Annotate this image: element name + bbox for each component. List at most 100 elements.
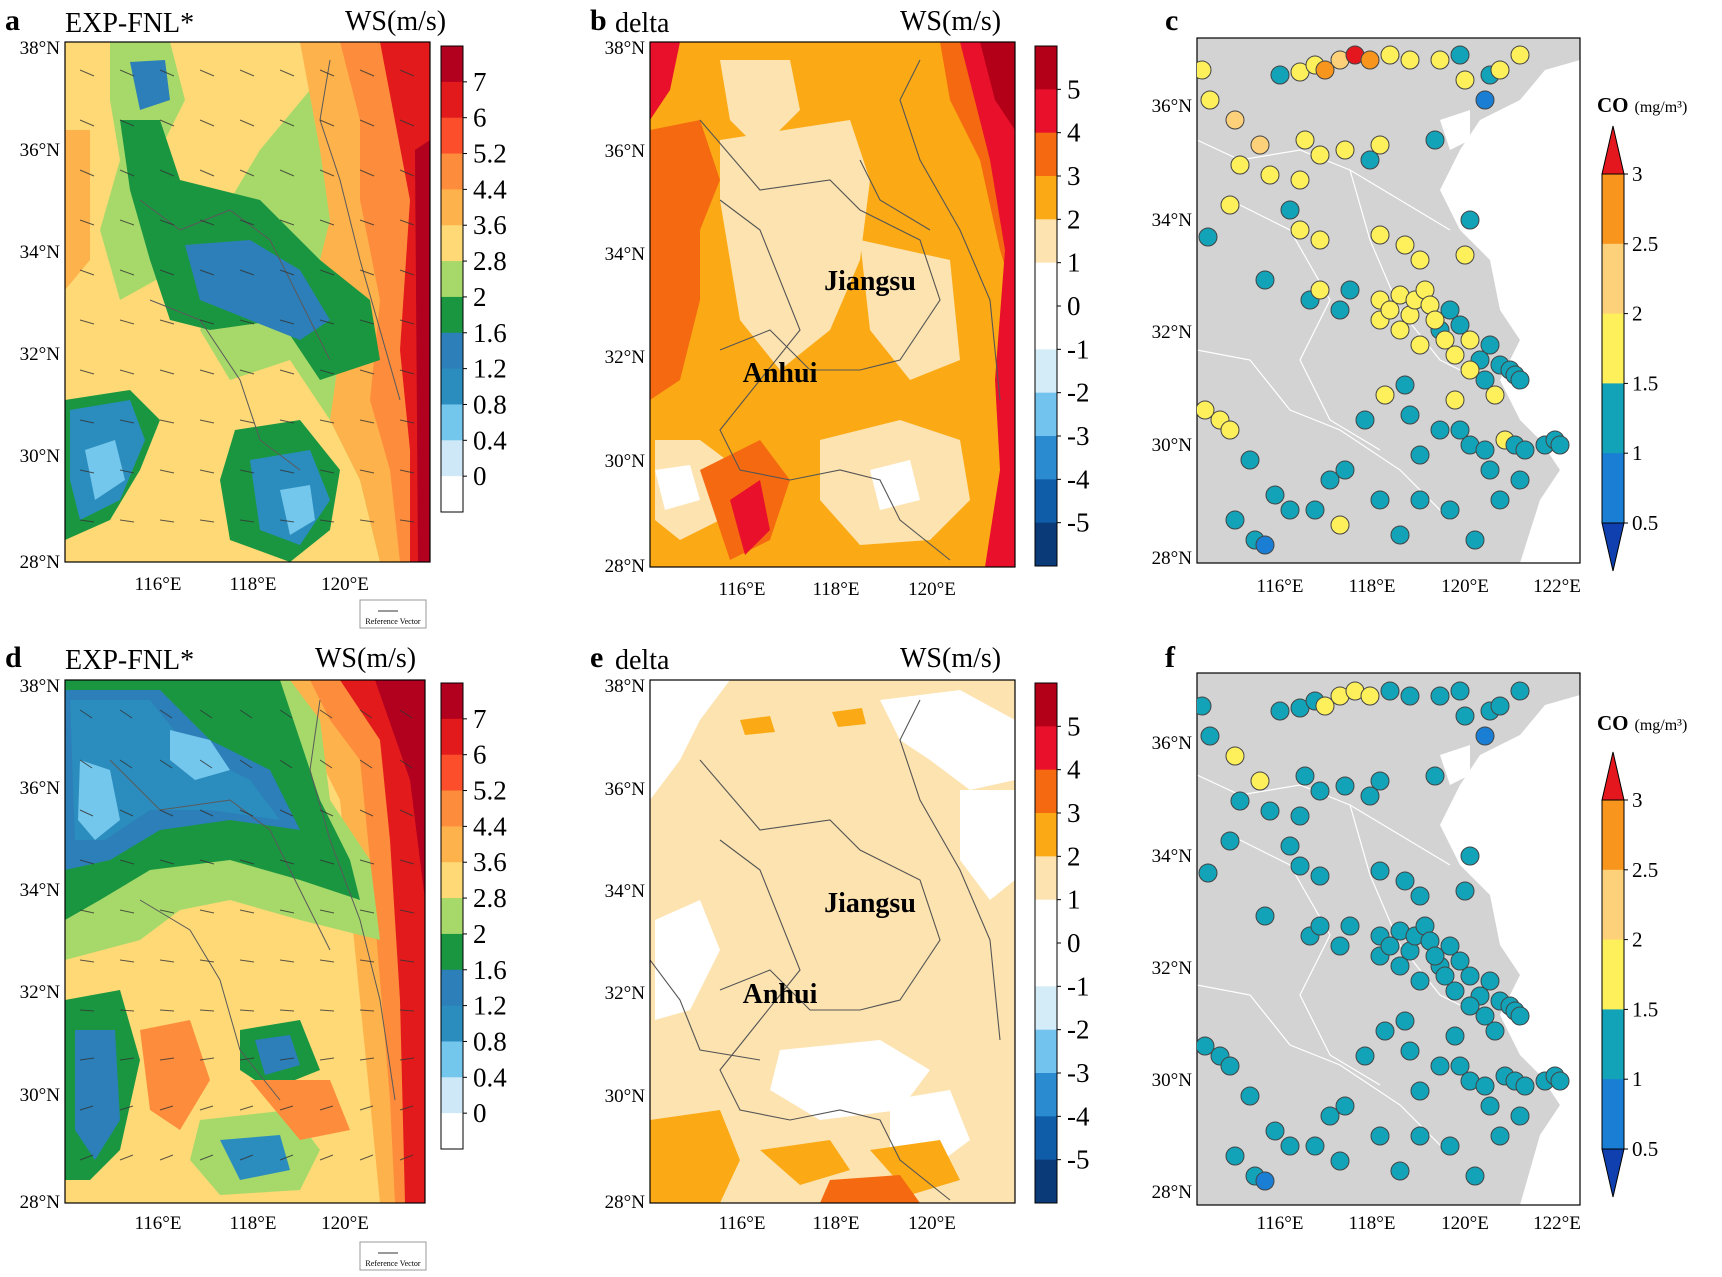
station-marker (1460, 210, 1480, 230)
station-marker (1425, 766, 1445, 786)
co-title: CO (1597, 711, 1629, 735)
colorbar-swatch (441, 476, 463, 513)
lon-tick: 118°E (1349, 1213, 1396, 1234)
map-frame (649, 41, 1016, 568)
panel-letter: f (1165, 641, 1176, 674)
station-marker (1450, 420, 1470, 440)
province-borders (699, 59, 1001, 561)
station-marker (1490, 60, 1510, 80)
station-marker (1430, 686, 1450, 706)
station-marker (1465, 1166, 1485, 1186)
colorbar-swatch (1035, 943, 1057, 987)
station-marker (1225, 510, 1245, 530)
station-marker (1370, 861, 1390, 881)
station-marker (1410, 445, 1430, 465)
station-marker (1370, 135, 1390, 155)
station-marker (1330, 936, 1350, 956)
station-marker (1310, 866, 1330, 886)
panel-title: delta (615, 645, 670, 676)
colorbar-label: 4.4 (473, 811, 507, 841)
lat-tick: 32°N (20, 982, 61, 1003)
lat-tick: 32°N (605, 347, 646, 368)
station-marker (1315, 60, 1335, 80)
station-marker (1380, 45, 1400, 65)
colorbar-label: 1.2 (473, 354, 507, 384)
station-marker (1395, 375, 1415, 395)
station-marker (1230, 155, 1250, 175)
lat-tick: 36°N (1152, 733, 1193, 754)
lat-tick: 32°N (605, 983, 646, 1004)
colorbar-swatch (1602, 383, 1624, 454)
lon-tick: 116°E (135, 1213, 182, 1234)
colorbar-label: 2 (473, 919, 487, 949)
colorbar-label: 0.8 (473, 1026, 507, 1056)
colorbar-swatch (441, 933, 463, 971)
lon-tick: 116°E (1257, 576, 1304, 597)
station-marker (1270, 701, 1290, 721)
station-marker (1220, 420, 1240, 440)
colorbar-swatch (441, 1113, 463, 1150)
panel-letter: c (1165, 4, 1178, 37)
colorbar-label: 0.5 (1632, 511, 1658, 535)
lat-tick: 36°N (20, 778, 61, 799)
lat-tick: 36°N (20, 140, 61, 161)
colorbar-swatch (1035, 683, 1057, 727)
station-marker (1390, 1161, 1410, 1181)
station-marker (1305, 500, 1325, 520)
colorbar-label: 4.4 (473, 174, 507, 204)
station-marker (1335, 1096, 1355, 1116)
station-marker (1460, 996, 1480, 1016)
colorbar-swatch (1035, 262, 1057, 307)
station-marker (1460, 360, 1480, 380)
station-marker (1425, 130, 1445, 150)
colorbar-label: 1 (1632, 1067, 1643, 1091)
colorbar-label: 1 (1632, 441, 1643, 465)
colorbar-swatch (1035, 1073, 1057, 1117)
station-marker (1475, 370, 1495, 390)
station-marker (1480, 460, 1500, 480)
panel-title: delta (615, 8, 670, 39)
station-marker (1290, 170, 1310, 190)
station-marker (1465, 530, 1485, 550)
station-marker (1510, 470, 1530, 490)
station-marker (1450, 45, 1470, 65)
colorbar-swatch (441, 898, 463, 935)
colorbar-label: -4 (1067, 464, 1090, 494)
colorbar-label: 7 (473, 67, 487, 97)
lat-tick: 28°N (1152, 1182, 1193, 1203)
colorbar-swatch (1035, 349, 1057, 394)
colorbar-label: 1.5 (1632, 997, 1658, 1021)
colorbar-label: 3 (1067, 161, 1081, 191)
station-marker (1400, 50, 1420, 70)
station-marker (1455, 881, 1475, 901)
station-marker (1410, 250, 1430, 270)
station-marker (1220, 1056, 1240, 1076)
station-marker (1335, 460, 1355, 480)
station-marker (1250, 771, 1270, 791)
station-marker (1430, 420, 1450, 440)
colorbar-label: 0 (473, 1098, 487, 1128)
panel-letter: a (5, 4, 20, 37)
lon-tick: 116°E (1257, 1213, 1304, 1234)
station-marker (1490, 1126, 1510, 1146)
station-marker (1480, 971, 1500, 991)
colorbar-swatch (441, 862, 463, 899)
station-marker (1198, 227, 1218, 247)
station-marker (1335, 776, 1355, 796)
station-marker (1550, 435, 1570, 455)
station-marker (1485, 1021, 1505, 1041)
lon-axis: 116°E 118°E 120°E (135, 1213, 369, 1234)
lon-axis: 116°E 118°E 120°E 122°E (1257, 1213, 1581, 1234)
station-marker (1360, 786, 1380, 806)
colorbar-swatch (1035, 813, 1057, 857)
colorbar-label: 3 (1632, 788, 1643, 812)
colorbar-label: 0.8 (473, 389, 507, 419)
wind-speed-field (65, 42, 430, 562)
lon-tick: 116°E (135, 574, 182, 595)
station-marker (1255, 1171, 1275, 1191)
panel-d: d EXP-FNL* WS(m/s) (5, 641, 507, 1271)
unit-label: WS(m/s) (315, 643, 416, 674)
station-marker (1260, 165, 1280, 185)
colorbar-label: 2 (1067, 204, 1081, 234)
station-marker (1455, 245, 1475, 265)
